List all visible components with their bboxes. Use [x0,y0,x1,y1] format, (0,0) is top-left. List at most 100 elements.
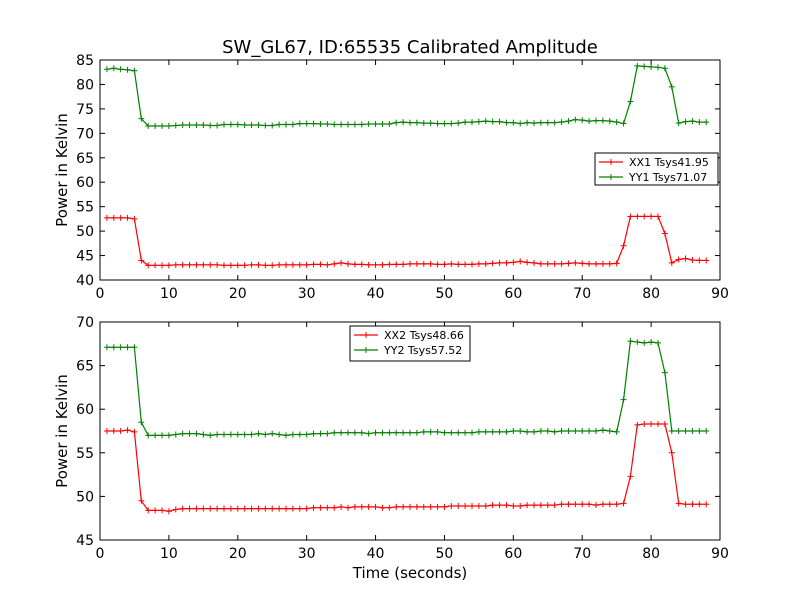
data-point [510,502,517,509]
data-point [620,396,627,403]
data-point [310,261,317,268]
data-point [441,261,448,268]
data-point [172,261,179,268]
data-point [455,429,462,436]
data-point [386,504,393,511]
data-point [558,428,565,434]
data-point [641,421,648,428]
data-point [345,429,351,436]
data-point [510,259,517,266]
data-point [475,502,482,509]
data-point [531,259,537,266]
data-point [455,120,462,127]
y-tick-label: 45 [76,249,94,265]
data-point [558,501,565,508]
data-point [159,123,165,129]
data-point [703,257,710,264]
data-point [227,121,234,128]
data-point [379,504,386,511]
x-tick-label: 30 [298,546,316,562]
data-point [524,428,531,435]
data-point [124,427,131,434]
data-point [572,501,579,508]
data-point [620,500,627,507]
x-tick-label: 40 [367,546,385,562]
data-point [517,258,524,265]
data-point [207,432,214,439]
data-point [227,262,234,269]
data-point [462,119,469,126]
data-point [565,118,572,125]
data-point [420,503,427,510]
data-point [531,428,537,435]
data-point [489,118,496,125]
data-point [255,430,262,437]
data-point [303,261,310,268]
data-point [641,339,648,346]
data-point [131,344,138,351]
data-point [227,431,234,438]
data-point [503,502,510,509]
data-point [179,122,186,129]
data-point [110,428,117,434]
data-point [131,215,138,222]
data-point [386,121,393,128]
data-point [634,421,641,428]
data-point [241,431,248,438]
data-point [400,261,407,268]
data-point [593,117,599,124]
data-point [413,429,420,436]
data-point [537,502,544,509]
data-point [283,121,289,128]
data-point [214,431,221,438]
top-plot: 0 10 20 30 40 50 60 70 80 90 40 45 50 55 60 65 70 75 80 85 P… [53,53,729,302]
legend-marker [608,174,614,180]
data-point [351,429,358,436]
data-point [634,339,641,346]
data-point [365,261,372,268]
data-point [221,431,227,438]
data-point [565,501,572,508]
data-point [517,120,524,127]
data-point [193,122,200,129]
data-point [641,63,648,70]
data-point [537,119,544,126]
data-point [269,430,276,437]
data-point [531,120,537,127]
data-point [296,431,303,438]
data-point [482,502,489,509]
data-point [413,260,420,267]
x-tick-label: 0 [96,546,105,562]
data-point [613,428,620,435]
data-point [331,504,338,511]
data-point [620,120,627,127]
data-point [338,429,345,436]
y-tick-label: 45 [76,533,94,549]
data-point [655,339,661,346]
data-point [317,261,324,268]
data-point [117,428,124,434]
data-point [655,64,661,71]
data-point [345,260,351,267]
x-tick-label: 60 [504,546,522,562]
data-point [103,66,110,73]
y-tick-label: 50 [76,224,94,240]
data-point [138,497,145,504]
data-point [489,502,496,509]
data-point [372,503,379,510]
data-point [579,501,586,508]
data-point [310,430,317,437]
data-point [661,369,668,376]
x-tick-label: 90 [711,546,729,562]
data-point [696,428,703,434]
data-point [682,255,689,262]
data-point [565,260,572,267]
data-point [358,503,365,510]
data-point [475,118,482,125]
data-point [599,427,606,434]
data-point [572,116,579,123]
data-point [413,119,420,126]
data-point [152,432,159,439]
data-point [345,121,351,128]
data-point [593,428,599,434]
